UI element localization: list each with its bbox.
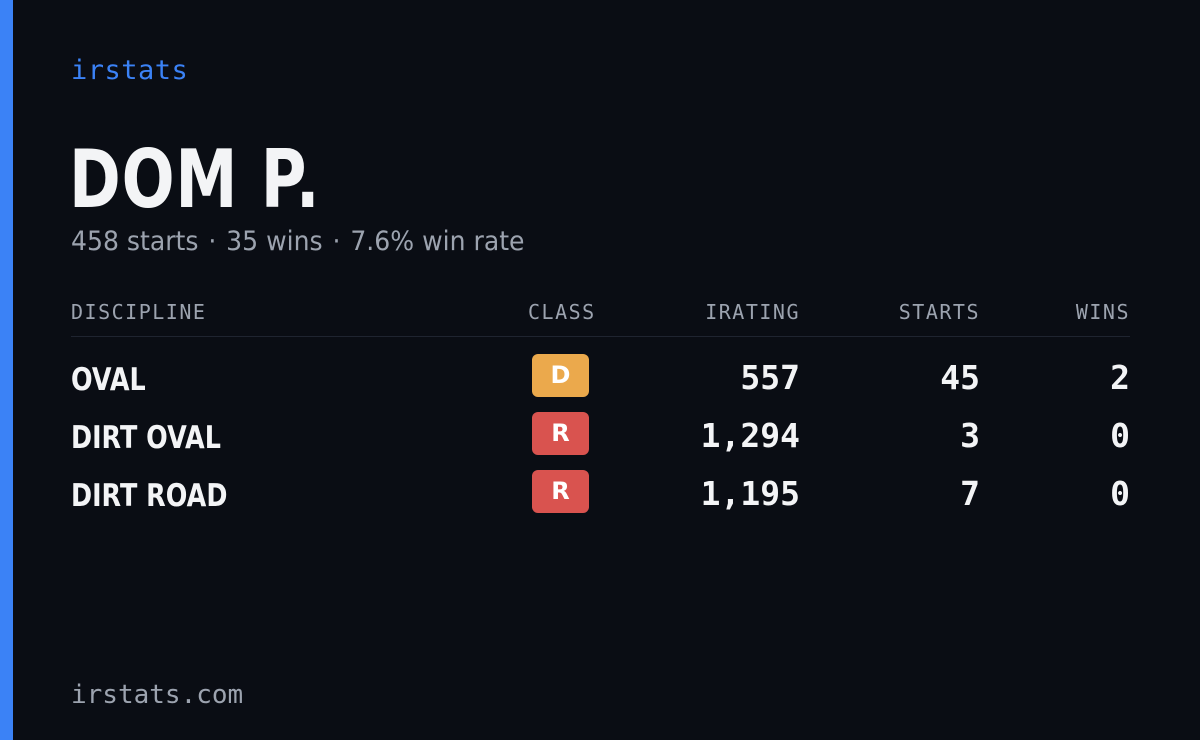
- column-header-class: CLASS: [528, 300, 596, 324]
- wins-value: 0: [1110, 416, 1130, 455]
- discipline-name: DIRT ROAD: [71, 478, 228, 514]
- column-header-irating: IRATING: [705, 300, 800, 324]
- footer-site-url[interactable]: irstats.com: [71, 680, 244, 710]
- class-badge: R: [532, 412, 589, 455]
- starts-value: 7: [960, 474, 980, 513]
- column-header-discipline: DISCIPLINE: [71, 300, 207, 324]
- column-header-wins: WINS: [1075, 300, 1130, 324]
- summary-wins: 35 wins: [226, 226, 323, 257]
- summary-starts: 458 starts: [71, 226, 199, 257]
- table-row: DIRT OVAL R 1,294 3 0: [0, 412, 1200, 460]
- irating-value: 557: [740, 358, 800, 397]
- irating-value: 1,294: [700, 416, 800, 455]
- starts-value: 3: [960, 416, 980, 455]
- class-badge: R: [532, 470, 589, 513]
- summary-separator: ·: [332, 226, 341, 257]
- summary-separator: ·: [208, 226, 217, 257]
- discipline-name: DIRT OVAL: [71, 420, 221, 456]
- driver-name: DOM P.: [69, 133, 321, 226]
- table-row: DIRT ROAD R 1,195 7 0: [0, 470, 1200, 518]
- summary-win-rate: 7.6% win rate: [350, 226, 525, 257]
- header-divider: [71, 336, 1130, 337]
- column-header-starts: STARTS: [898, 300, 980, 324]
- wins-value: 2: [1110, 358, 1130, 397]
- irating-value: 1,195: [700, 474, 800, 513]
- table-row: OVAL D 557 45 2: [0, 354, 1200, 402]
- accent-bar: [0, 0, 13, 740]
- brand-logo-text[interactable]: irstats: [71, 55, 189, 86]
- driver-summary: 458 starts · 35 wins · 7.6% win rate: [71, 226, 525, 257]
- class-badge: D: [532, 354, 589, 397]
- starts-value: 45: [940, 358, 980, 397]
- wins-value: 0: [1110, 474, 1130, 513]
- discipline-name: OVAL: [71, 362, 146, 398]
